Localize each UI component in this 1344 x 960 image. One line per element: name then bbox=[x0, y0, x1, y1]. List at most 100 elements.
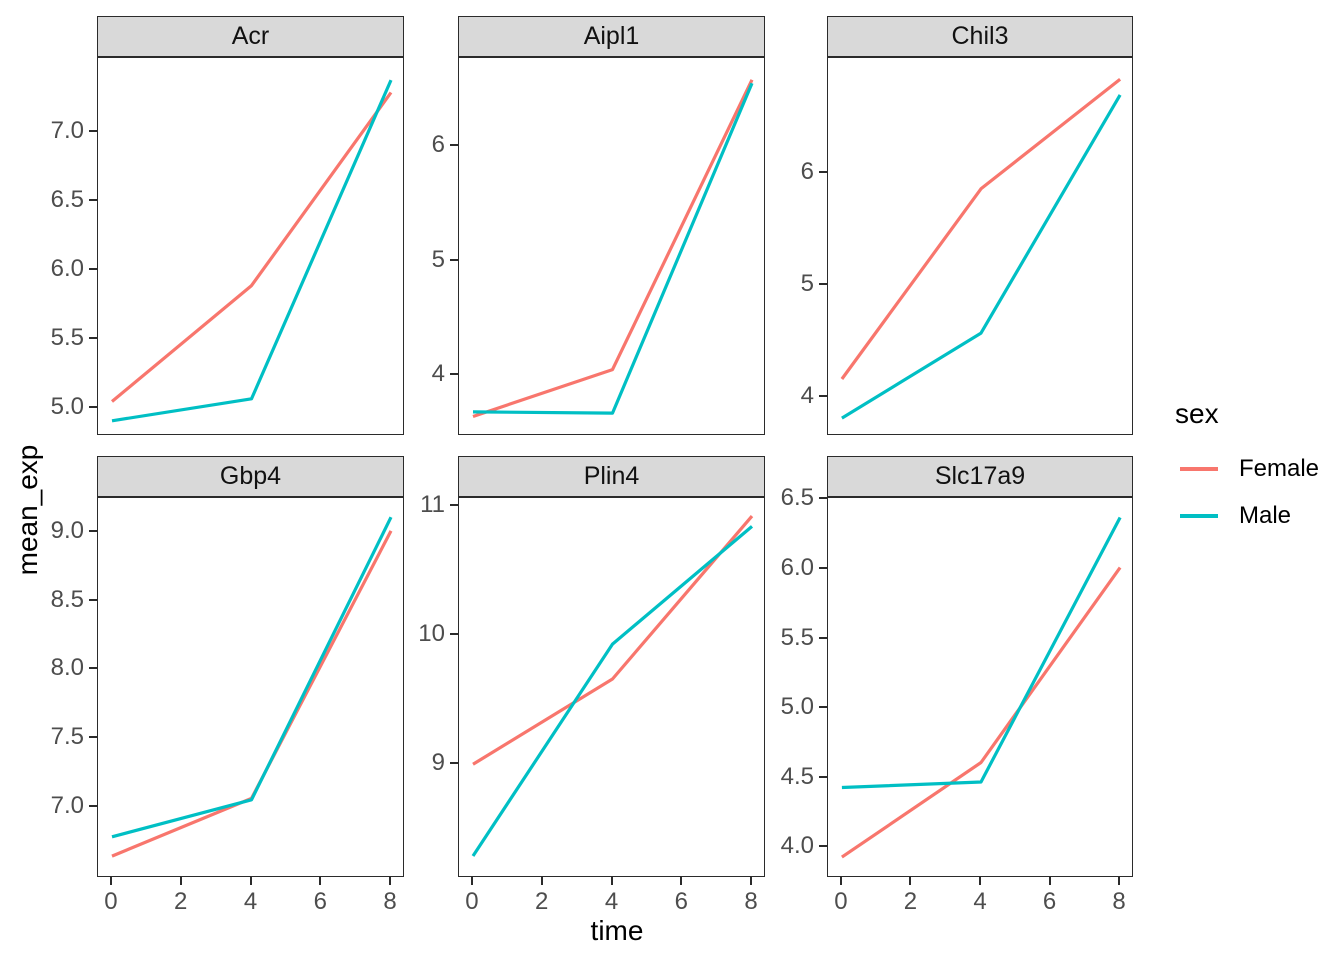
facet-title: Slc17a9 bbox=[934, 462, 1026, 490]
x-tick-label: 0 bbox=[104, 888, 118, 915]
x-tick-label: 4 bbox=[604, 888, 619, 915]
y-tick-mark bbox=[89, 598, 97, 601]
y-tick-mark bbox=[819, 283, 827, 286]
y-tick-label: 5.5 bbox=[780, 623, 814, 651]
facet-plot-acr bbox=[110, 79, 393, 423]
y-tick-mark bbox=[819, 706, 827, 709]
y-tick-label: 8.0 bbox=[50, 654, 84, 682]
line-male-slc17a9 bbox=[841, 516, 1122, 790]
line-female-chil3 bbox=[840, 77, 1122, 380]
facet-strip-acr: Acr bbox=[97, 16, 404, 57]
facet-strip-slc17a9: Slc17a9 bbox=[827, 456, 1133, 497]
x-tick-label: 4 bbox=[973, 888, 987, 915]
x-tick-mark bbox=[1048, 877, 1051, 885]
x-tick-mark bbox=[750, 877, 753, 885]
y-tick-label: 8.5 bbox=[50, 585, 84, 613]
legend-title: sex bbox=[1175, 398, 1219, 429]
y-axis-title: mean_exp bbox=[12, 444, 43, 576]
y-tick-mark bbox=[89, 268, 97, 271]
y-tick-mark bbox=[89, 130, 97, 133]
line-female-gbp4 bbox=[111, 530, 393, 858]
y-tick-mark bbox=[819, 497, 827, 500]
y-tick-mark bbox=[819, 845, 827, 848]
line-male-gbp4 bbox=[111, 516, 393, 839]
facet-panel-acr bbox=[97, 57, 404, 435]
facet-panel-gbp4 bbox=[97, 497, 404, 877]
facet-title: Acr bbox=[231, 22, 270, 50]
y-tick-label: 5 bbox=[431, 245, 445, 273]
line-male-plin4 bbox=[471, 525, 754, 857]
facet-panel-plin4 bbox=[458, 497, 765, 877]
line-female-aipl1 bbox=[472, 79, 754, 419]
facet-panel-chil3 bbox=[827, 57, 1133, 435]
facet-title: Gbp4 bbox=[219, 462, 282, 490]
y-tick-label: 5.5 bbox=[50, 324, 84, 352]
y-tick-mark bbox=[450, 258, 458, 261]
y-tick-mark bbox=[89, 804, 97, 807]
y-tick-mark bbox=[819, 171, 827, 174]
y-tick-mark bbox=[819, 636, 827, 639]
facet-panel-slc17a9 bbox=[827, 497, 1133, 877]
x-tick-mark bbox=[839, 877, 842, 885]
y-tick-mark bbox=[89, 736, 97, 739]
y-tick-label: 5 bbox=[800, 270, 814, 298]
y-tick-mark bbox=[89, 667, 97, 670]
x-tick-label: 0 bbox=[465, 888, 479, 915]
y-tick-label: 6.5 bbox=[50, 186, 84, 214]
y-tick-mark bbox=[819, 775, 827, 778]
legend-label-male: Male bbox=[1239, 502, 1292, 529]
line-male-chil3 bbox=[841, 94, 1122, 420]
facet-title: Aipl1 bbox=[583, 22, 640, 50]
legend: sex Female Male bbox=[1175, 398, 1340, 548]
legend-label-female: Female bbox=[1239, 455, 1320, 482]
y-tick-label: 6 bbox=[800, 158, 814, 186]
female-line-key-icon bbox=[1180, 467, 1218, 471]
y-tick-label: 4.5 bbox=[780, 762, 814, 790]
legend-item-male: Male bbox=[1175, 501, 1340, 531]
y-tick-label: 7.5 bbox=[50, 723, 84, 751]
y-tick-mark bbox=[89, 530, 97, 533]
x-tick-mark bbox=[610, 877, 613, 885]
x-tick-mark bbox=[979, 877, 981, 885]
x-tick-label: 8 bbox=[1112, 888, 1126, 915]
x-tick-label: 2 bbox=[174, 888, 188, 915]
line-male-aipl1 bbox=[472, 82, 754, 415]
x-tick-mark bbox=[1118, 877, 1121, 885]
y-tick-label: 5.0 bbox=[50, 393, 84, 421]
y-tick-mark bbox=[450, 762, 458, 765]
facet-strip-aipl1: Aipl1 bbox=[458, 16, 765, 57]
y-tick-mark bbox=[819, 394, 827, 397]
x-tick-label: 6 bbox=[674, 888, 688, 915]
y-tick-label: 6.0 bbox=[50, 255, 84, 283]
line-male-acr bbox=[111, 79, 393, 423]
y-tick-mark bbox=[450, 633, 458, 635]
y-tick-label: 6 bbox=[431, 131, 445, 159]
y-tick-mark bbox=[450, 144, 458, 147]
x-tick-mark bbox=[470, 877, 473, 885]
y-tick-mark bbox=[450, 503, 458, 506]
y-tick-label: 10 bbox=[418, 620, 445, 647]
y-tick-label: 11 bbox=[420, 490, 445, 518]
y-tick-label: 5.0 bbox=[780, 693, 814, 721]
x-tick-mark bbox=[319, 877, 322, 885]
y-tick-mark bbox=[89, 199, 97, 202]
x-tick-mark bbox=[109, 877, 112, 885]
y-tick-label: 4 bbox=[431, 360, 445, 388]
x-tick-label: 4 bbox=[243, 888, 258, 915]
x-tick-label: 8 bbox=[744, 888, 758, 915]
facet-plot-gbp4 bbox=[111, 516, 393, 858]
facet-plot-plin4 bbox=[471, 515, 754, 857]
facet-plot-chil3 bbox=[840, 77, 1122, 420]
male-line-key-icon bbox=[1180, 514, 1218, 518]
facet-title: Chil3 bbox=[951, 22, 1009, 50]
y-tick-label: 9.0 bbox=[50, 517, 84, 545]
y-tick-label: 4 bbox=[800, 381, 814, 409]
facet-plot-slc17a9 bbox=[841, 516, 1122, 859]
x-tick-label: 2 bbox=[903, 888, 918, 915]
y-tick-mark bbox=[819, 566, 827, 569]
line-female-slc17a9 bbox=[841, 566, 1122, 859]
x-tick-mark bbox=[680, 877, 683, 885]
y-tick-label: 6.5 bbox=[780, 484, 814, 512]
line-female-plin4 bbox=[472, 515, 754, 766]
x-tick-mark bbox=[540, 877, 543, 885]
